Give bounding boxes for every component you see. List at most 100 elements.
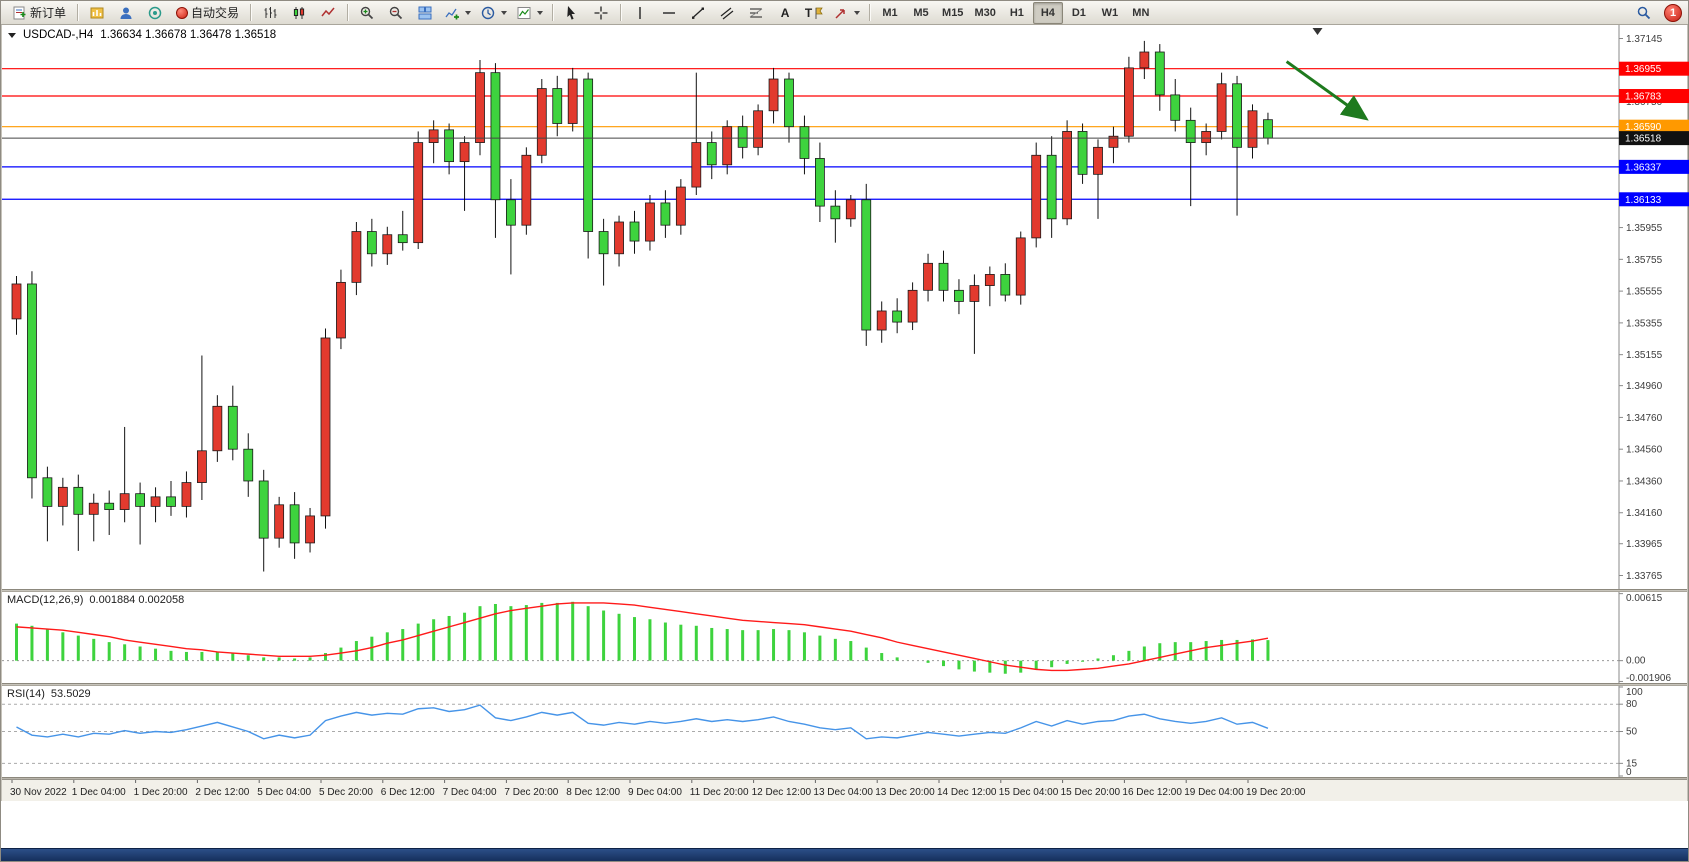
crosshair-tool-button[interactable] [587,2,615,24]
toolbar-separator [869,4,871,21]
svg-text:7 Dec 04:00: 7 Dec 04:00 [443,787,497,798]
notification-badge[interactable]: 1 [1664,3,1682,22]
svg-text:0: 0 [1626,767,1632,777]
line-chart-mode-button[interactable] [314,2,342,24]
macd-label: MACD(12,26,9) 0.001884 0.002058 [7,594,184,606]
svg-text:1.36337: 1.36337 [1625,162,1662,173]
price-chart-canvas[interactable]: 1.371451.369451.367501.365501.363501.361… [2,25,1689,589]
timeframe-m5-button[interactable]: M5 [913,6,929,19]
fibonacci-icon [749,8,763,17]
svg-text:1.35555: 1.35555 [1626,287,1663,298]
time-axis[interactable]: 30 Nov 2022 1 Dec 04:00 1 Dec 20:00 2 Dec 1… [2,779,1687,801]
horizontal-line-tool-button[interactable] [655,2,683,24]
rsi-value: 53.5029 [50,688,91,700]
indicators-button[interactable] [440,2,475,24]
svg-text:1.35955: 1.35955 [1626,223,1663,234]
svg-text:8 Dec 12:00: 8 Dec 12:00 [566,787,620,798]
svg-text:2 Dec 12:00: 2 Dec 12:00 [195,787,249,798]
svg-text:1.33965: 1.33965 [1626,539,1663,550]
macd-indicator-panel[interactable]: 0.00615 0.00 -0.001906 MACD(12,26,9) 0.001… [2,592,1687,683]
templates-button[interactable] [512,2,547,24]
text-tool-button[interactable]: A [771,2,799,24]
trendline-tool-button[interactable] [684,2,712,24]
label-tool-icon: T [804,5,813,20]
svg-text:15: 15 [1626,758,1638,769]
collapse-chart-icon[interactable] [8,32,16,38]
charts-icon [90,7,104,18]
timeframe-h4-button[interactable]: H4 [1032,1,1063,24]
svg-text:14 Dec 12:00: 14 Dec 12:00 [937,787,997,798]
price-axis-ticks[interactable]: 1.371451.369451.367501.365501.363501.361… [1619,34,1663,582]
timeframe-m15-button[interactable]: M15 [942,6,964,19]
timeframe-mn-button[interactable]: MN [1132,6,1150,19]
auto-trading-button[interactable]: 自动交易 [170,2,245,24]
svg-text:11 Dec 20:00: 11 Dec 20:00 [690,787,749,798]
rsi-line [16,704,1269,740]
svg-text:1.35355: 1.35355 [1626,318,1663,329]
auto-trading-status-icon [176,6,189,19]
market-watch-button[interactable] [112,2,140,24]
rsi-indicator-panel[interactable]: 100 80 50 15 0 RSI(14) 53.5029 [2,686,1687,777]
svg-text:13 Dec 04:00: 13 Dec 04:00 [813,787,873,798]
cursor-tool-button[interactable] [558,2,586,24]
vertical-line-tool-button[interactable] [626,2,654,24]
label-tool-button[interactable]: T [800,2,828,24]
horizontal-scrollbar[interactable] [1,848,1688,861]
search-button[interactable] [1630,2,1658,24]
trend-arrow-annotation[interactable] [1285,60,1369,121]
toolbar-separator [250,4,252,21]
toolbar-separator [347,4,349,21]
svg-text:-0.001906: -0.001906 [1626,673,1671,683]
panel-separator[interactable] [2,589,1687,592]
symbol-period-label: USDCAD-,H4 [23,29,94,41]
panel-separator[interactable] [2,683,1687,686]
toolbar-separator [620,4,622,21]
svg-text:7 Dec 20:00: 7 Dec 20:00 [504,787,558,798]
bar-chart-icon [264,6,277,18]
svg-text:1.36590: 1.36590 [1625,122,1662,133]
shift-marker-icon[interactable] [1312,28,1323,35]
timeframe-m30-button[interactable]: M30 [974,6,996,19]
cursor-icon [567,5,576,20]
time-axis-canvas[interactable]: 30 Nov 2022 1 Dec 04:00 1 Dec 20:00 2 Dec 1… [2,780,1689,802]
bar-chart-mode-button[interactable] [256,2,284,24]
timeframe-w1-button[interactable]: W1 [1101,6,1119,19]
price-chart-panel[interactable]: 1.371451.369451.367501.365501.363501.361… [2,25,1689,589]
timeframe-m1-button[interactable]: M1 [882,6,898,19]
timeframe-d1-button[interactable]: D1 [1071,6,1086,19]
candlestick-icon [293,6,305,19]
svg-text:1.33765: 1.33765 [1626,571,1663,582]
svg-text:6 Dec 12:00: 6 Dec 12:00 [381,787,435,798]
svg-text:1 Dec 04:00: 1 Dec 04:00 [72,787,126,798]
zoom-in-button[interactable] [353,2,381,24]
timeframe-h1-button[interactable]: H1 [1009,6,1024,19]
shapes-tool-button[interactable] [829,2,864,24]
tile-windows-icon [418,6,432,19]
svg-text:1.34760: 1.34760 [1626,413,1663,424]
channel-tool-button[interactable] [713,2,741,24]
svg-text:13 Dec 20:00: 13 Dec 20:00 [875,787,935,798]
signals-button[interactable] [141,2,169,24]
horizontal-price-lines[interactable]: 1.36955 1.36783 1.36590 1.36337 1.36133 [2,61,1689,207]
auto-trading-label: 自动交易 [191,6,240,20]
macd-canvas[interactable]: 0.00615 0.00 -0.001906 [2,592,1689,683]
charts-window-button[interactable] [83,2,111,24]
svg-text:9 Dec 04:00: 9 Dec 04:00 [628,787,682,798]
tile-windows-button[interactable] [411,2,439,24]
periods-button[interactable] [476,2,511,24]
svg-text:5 Dec 04:00: 5 Dec 04:00 [257,787,311,798]
svg-text:19 Dec 04:00: 19 Dec 04:00 [1184,787,1244,798]
fibonacci-tool-button[interactable] [742,2,770,24]
arrow-shape-icon [835,8,845,19]
zoom-out-button[interactable] [382,2,410,24]
svg-text:80: 80 [1626,699,1638,710]
current-price-label: 1.36518 [1625,134,1662,145]
new-order-button[interactable]: 新订单 [5,2,72,24]
zoom-out-icon [389,6,403,19]
dropdown-caret-icon [465,10,472,15]
vertical-line-icon [639,6,641,19]
candlestick-mode-button[interactable] [285,2,313,24]
svg-text:100: 100 [1626,687,1643,698]
svg-text:50: 50 [1626,727,1638,738]
